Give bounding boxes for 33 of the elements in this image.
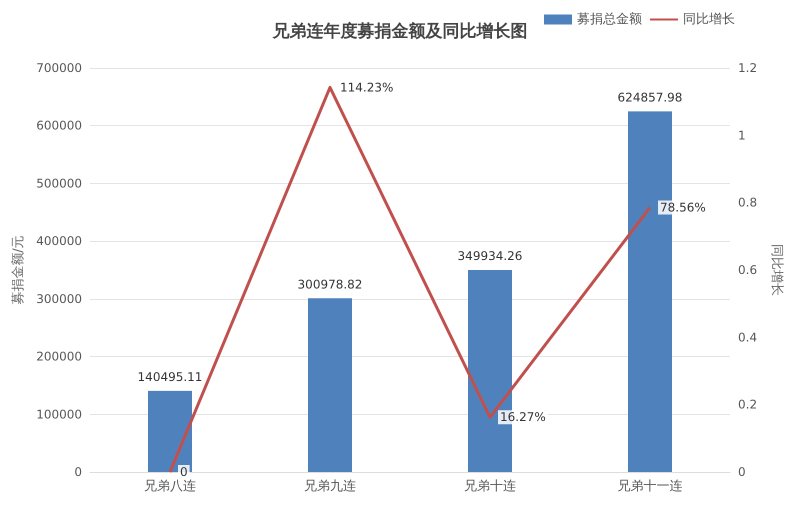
legend-label: 同比增长 bbox=[683, 12, 735, 27]
y-tick-label: 200000 bbox=[36, 350, 82, 364]
y2-tick-label: 0.6 bbox=[738, 263, 758, 277]
y-tick-label: 0 bbox=[74, 465, 82, 479]
data-label: 140495.11 bbox=[138, 370, 202, 384]
y2-tick-label: 1 bbox=[738, 128, 746, 142]
bar bbox=[308, 298, 352, 472]
y-tick-label: 400000 bbox=[36, 234, 82, 248]
y-tick-label: 500000 bbox=[36, 176, 82, 190]
x-tick-label: 兄弟十连 bbox=[464, 479, 516, 494]
data-label: 0 bbox=[180, 465, 188, 479]
data-label: 300978.82 bbox=[298, 277, 362, 292]
data-label: 16.27% bbox=[500, 410, 546, 424]
y-tick-label: 700000 bbox=[36, 61, 82, 75]
y2-tick-label: 1.2 bbox=[738, 61, 758, 75]
y-tick-label: 600000 bbox=[36, 118, 82, 133]
legend-label: 募捐总金额 bbox=[577, 12, 642, 27]
x-tick-label: 兄弟十一连 bbox=[618, 479, 682, 494]
y2-tick-label: 0.4 bbox=[738, 330, 758, 344]
data-label: 114.23% bbox=[340, 80, 394, 94]
y2-axis-title: 同比增长 bbox=[769, 244, 784, 296]
y-axis-title: 募捐金额/元 bbox=[11, 235, 26, 305]
y2-tick-label: 0 bbox=[738, 465, 746, 479]
y2-tick-label: 0.2 bbox=[738, 398, 758, 412]
data-label: 624857.98 bbox=[618, 90, 682, 104]
data-label: 349934.26 bbox=[458, 249, 522, 264]
x-tick-label: 兄弟八连 bbox=[144, 479, 196, 494]
y2-tick-label: 0.8 bbox=[738, 196, 758, 210]
y-tick-label: 100000 bbox=[36, 407, 82, 422]
data-label: 78.56% bbox=[660, 200, 706, 215]
y-tick-label: 300000 bbox=[36, 292, 82, 306]
chart-title: 兄弟连年度募捐金额及同比增长图 bbox=[272, 22, 528, 42]
x-tick-label: 兄弟九连 bbox=[304, 479, 356, 494]
